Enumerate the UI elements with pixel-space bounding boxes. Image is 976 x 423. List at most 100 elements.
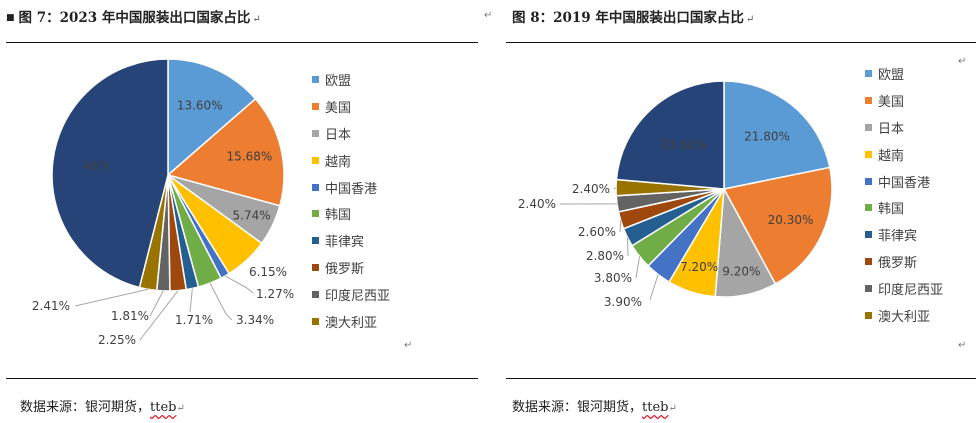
data-label: 7.20% (680, 260, 718, 274)
source-label: 数据来源： (20, 400, 86, 415)
legend-swatch (865, 311, 872, 319)
title-bullet: ■ (6, 13, 15, 23)
legend-label: 日本 (325, 127, 352, 143)
source-tteb: tteb (642, 400, 669, 415)
data-label: 1.81% (111, 309, 149, 323)
legend-swatch (312, 264, 319, 272)
data-label: 2.41% (32, 299, 70, 313)
pie-chart-2019: 21.80% 20.30% 9.20% 7.20% 3.90% 3.80% 2.80% 2.6… (518, 80, 833, 309)
return-mark: ↵ (484, 10, 493, 21)
legend-label: 俄罗斯 (878, 256, 918, 272)
return-mark: ↵ (176, 403, 185, 414)
legend-item: 澳大利亚 (865, 302, 943, 329)
leader-line (74, 288, 149, 307)
data-label: 2.40% (572, 182, 610, 196)
legend-item: 菲律宾 (312, 227, 390, 254)
data-label: 5.74% (233, 208, 271, 222)
top-rule (506, 42, 976, 43)
legend-swatch (312, 75, 319, 83)
legend-item: 中国香港 (312, 174, 390, 201)
legend-item: 欧盟 (312, 66, 390, 93)
leader-line (619, 220, 622, 233)
data-label: 9.20% (722, 264, 760, 278)
legend-swatch (865, 150, 872, 158)
legend-item: 印度尼西亚 (312, 281, 390, 308)
legend-swatch (312, 129, 319, 137)
data-label: 6.15% (249, 265, 287, 279)
return-mark: ↵ (958, 340, 967, 351)
legend-swatch (865, 69, 872, 77)
data-label: 13.60% (177, 98, 223, 112)
legend-label: 韩国 (325, 208, 352, 224)
bottom-rule (6, 378, 478, 379)
legend-swatch (312, 102, 319, 110)
legend: 欧盟 美国 日本 越南 中国香港 韩国 菲律宾 俄罗斯 印度尼西亚 澳大利亚 (312, 66, 390, 335)
legend-label: 韩国 (878, 202, 905, 218)
leader-line (635, 256, 640, 279)
data-label: 23.60% (661, 138, 707, 152)
leader-line (189, 288, 193, 313)
source-tteb: tteb (150, 400, 177, 415)
legend-swatch (312, 183, 319, 191)
legend-item: 俄罗斯 (865, 248, 943, 275)
data-source: 数据来源：银河期货，tteb↵ (20, 396, 185, 415)
legend-label: 越南 (325, 154, 352, 170)
data-label: 2.25% (98, 333, 136, 347)
figure-title: ■ 图 7：2023 年中国服装出口国家占比 ↵ (6, 6, 261, 26)
legend-item: 韩国 (312, 200, 390, 227)
legend-label: 越南 (878, 148, 905, 164)
pie-slice (615, 80, 725, 190)
legend-label: 澳大利亚 (878, 309, 931, 325)
legend-item: 欧盟 (865, 60, 943, 87)
legend-item: 越南 (865, 141, 943, 168)
legend-label: 欧盟 (325, 73, 352, 89)
legend-swatch (312, 317, 319, 325)
figure-title-text: 图 8：2019 年中国服装出口国家占比 (512, 10, 744, 26)
data-label: 20.30% (768, 213, 814, 227)
legend-swatch (312, 210, 319, 218)
leader-line (626, 237, 629, 257)
data-label: 1.71% (175, 313, 213, 327)
legend-label: 澳大利亚 (325, 315, 378, 331)
pie-slice (723, 80, 831, 190)
legend-swatch (312, 291, 319, 299)
legend-swatch (865, 177, 872, 185)
data-label: 2.40% (518, 197, 556, 211)
pie-slice (51, 58, 169, 289)
legend-swatch (312, 237, 319, 245)
figure-title-text: 图 7：2023 年中国服装出口国家占比 (18, 10, 251, 26)
source-text: 银河期货， (577, 400, 643, 415)
legend-swatch (865, 96, 872, 104)
legend-swatch (865, 258, 872, 266)
data-source: 数据来源：银河期货，tteb↵ (512, 396, 677, 415)
pie-slice (722, 166, 833, 285)
legend-swatch (865, 123, 872, 131)
pie-chart-2023: 13.60% 15.68% 5.74% 6.15% 1.27% 3.34% 1.71% 2.2… (32, 58, 294, 347)
leader-line (149, 290, 164, 317)
bottom-rule (506, 378, 976, 379)
legend-item: 越南 (312, 147, 390, 174)
top-rule (6, 42, 478, 43)
legend-label: 美国 (325, 100, 352, 116)
leader-line (649, 274, 659, 301)
leader-line (139, 290, 179, 341)
legend-label: 菲律宾 (878, 229, 918, 245)
legend-label: 中国香港 (878, 175, 931, 191)
leader-line (224, 275, 254, 294)
legend-item: 日本 (865, 114, 943, 141)
pie-slice (166, 97, 285, 207)
leader-line (209, 282, 233, 321)
return-mark: ↵ (404, 340, 413, 351)
legend-item: 韩国 (865, 194, 943, 221)
data-label: 3.34% (236, 313, 274, 327)
data-label: 3.90% (604, 295, 642, 309)
source-text: 银河期货， (85, 400, 151, 415)
return-mark: ↵ (668, 403, 677, 414)
legend-swatch (865, 285, 872, 293)
return-mark: ↵ (958, 56, 967, 67)
legend-item: 美国 (865, 87, 943, 114)
chart-panel-2019: 图 8：2019 年中国服装出口国家占比 ↵ 21.80% 20.30% 9.20% 7… (490, 0, 976, 423)
legend: 欧盟 美国 日本 越南 中国香港 韩国 菲律宾 俄罗斯 印度尼西亚 澳大利亚 (865, 60, 943, 329)
data-label: 1.27% (256, 287, 294, 301)
source-label: 数据来源： (512, 400, 578, 415)
